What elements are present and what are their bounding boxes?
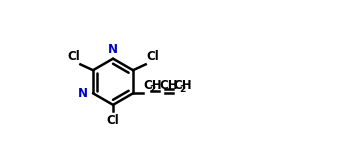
Text: Cl: Cl xyxy=(106,114,119,127)
Text: CH: CH xyxy=(174,79,192,92)
Text: 2: 2 xyxy=(180,86,186,95)
Text: CH: CH xyxy=(160,79,178,92)
Text: N: N xyxy=(108,43,118,56)
Text: 2: 2 xyxy=(150,86,156,95)
Text: CH: CH xyxy=(144,79,162,92)
Text: Cl: Cl xyxy=(146,50,159,63)
Text: Cl: Cl xyxy=(67,50,80,63)
Text: N: N xyxy=(78,87,88,100)
